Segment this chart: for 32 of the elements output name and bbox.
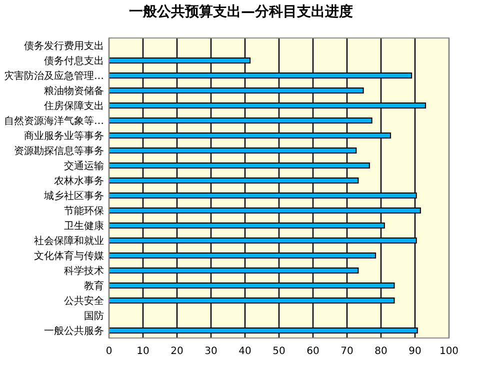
y-tick-label: 科学技术: [64, 265, 104, 277]
x-tick-label: 20: [170, 346, 184, 357]
y-tick-label: 一般公共服务: [44, 325, 104, 337]
y-tick-label: 债务发行费用支出: [24, 40, 104, 52]
x-tick-label: 90: [408, 346, 422, 357]
y-tick-label: 教育: [84, 280, 104, 292]
x-tick-label: 0: [106, 346, 112, 357]
y-tick-label: 商业服务业等事务: [24, 130, 104, 142]
y-tick-label: 公共安全: [64, 295, 104, 307]
y-tick-label: 节能环保: [64, 205, 104, 217]
y-tick-label: 社会保障和就业: [34, 235, 104, 247]
y-tick-label: 粮油物资储备: [44, 85, 104, 97]
y-tick-label: 住房保障支出: [44, 100, 104, 112]
x-tick-label: 50: [272, 346, 286, 357]
x-tick-label: 80: [374, 346, 388, 357]
x-tick-label: 30: [204, 346, 218, 357]
chart-title: 一般公共预算支出—分科目支出进度: [129, 3, 353, 20]
y-tick-label: 自然资源海洋气象等…: [4, 115, 104, 127]
y-tick-label: 文化体育与传媒: [34, 250, 104, 262]
y-tick-label: 资源勘探信息等事务: [14, 145, 104, 157]
y-tick-label: 债务付息支出: [44, 55, 104, 67]
y-tick-label: 农林水事务: [54, 175, 104, 187]
y-tick-label: 卫生健康: [64, 220, 104, 232]
y-tick-label: 国防: [84, 310, 104, 322]
x-tick-label: 100: [439, 346, 459, 357]
x-tick-label: 10: [136, 346, 150, 357]
y-tick-label: 城乡社区事务: [43, 190, 104, 202]
y-tick-label: 交通运输: [64, 160, 104, 172]
x-tick-label: 40: [238, 346, 252, 357]
x-tick-label: 70: [340, 346, 354, 357]
y-tick-label: 灾害防治及应急管理…: [4, 70, 104, 82]
x-tick-label: 60: [306, 346, 320, 357]
